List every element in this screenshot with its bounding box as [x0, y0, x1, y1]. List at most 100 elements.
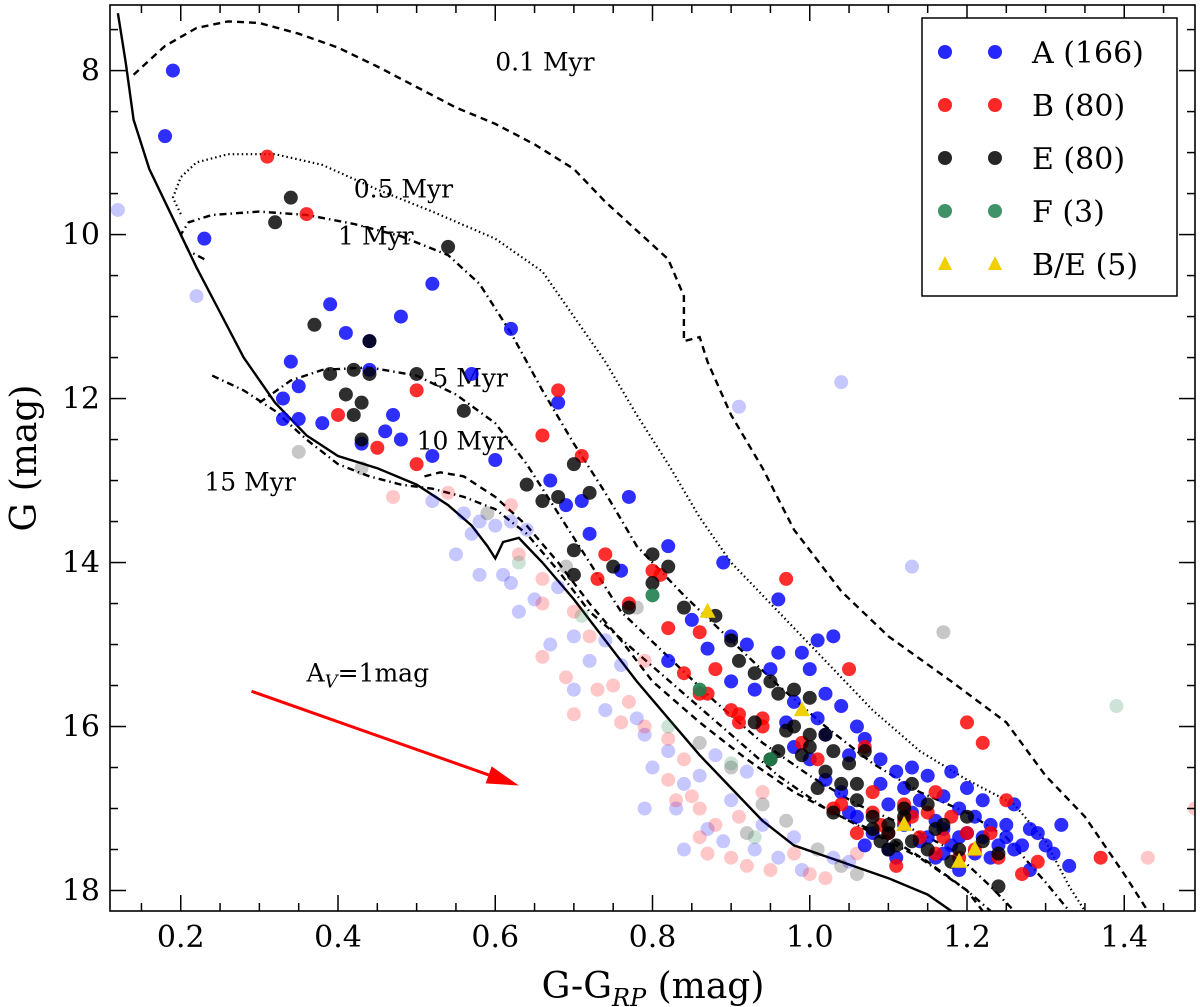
x-axis-title: G-GRP (mag) — [542, 966, 765, 1007]
point-7-12 — [739, 826, 754, 841]
point-2-28 — [724, 633, 739, 648]
point-0-48 — [889, 764, 904, 779]
point-2-51 — [975, 834, 990, 849]
point-2-18 — [566, 457, 581, 472]
point-0-7 — [503, 321, 518, 336]
point-5-24 — [637, 727, 652, 742]
point-1-7 — [535, 428, 550, 443]
point-2-65 — [889, 838, 904, 853]
point-2-40 — [842, 756, 857, 771]
point-7-13 — [849, 867, 864, 882]
point-5-25 — [661, 744, 676, 759]
x-tick-label: 0.2 — [157, 920, 205, 955]
point-2-13 — [456, 403, 471, 418]
point-6-3 — [535, 571, 550, 586]
point-8-1 — [574, 608, 589, 623]
point-7-10 — [834, 858, 849, 873]
legend-label-1: B (80) — [1032, 89, 1125, 124]
point-6-27 — [1140, 850, 1155, 865]
point-8-2 — [661, 719, 676, 734]
y-tick-label: 18 — [62, 874, 100, 909]
y-tick-label: 16 — [62, 710, 100, 745]
point-0-99 — [661, 653, 676, 668]
point-0-31 — [716, 555, 731, 570]
point-7-11 — [936, 625, 951, 640]
point-0-21 — [464, 366, 479, 381]
point-1-30 — [959, 715, 974, 730]
legend: A (166) B (80) E (80) F (3) B/E (5) — [921, 17, 1178, 297]
point-6-20 — [739, 858, 754, 873]
point-2-34 — [818, 727, 833, 742]
point-6-2 — [503, 498, 518, 513]
point-0-50 — [920, 768, 935, 783]
point-1-3 — [370, 440, 385, 455]
point-6-16 — [692, 801, 707, 816]
point-0-18 — [378, 424, 393, 439]
point-2-53 — [991, 879, 1006, 894]
point-6-17 — [708, 817, 723, 832]
point-6-4 — [535, 596, 550, 611]
legend-marker-4 — [988, 256, 1002, 270]
point-2-39 — [826, 744, 841, 759]
point-0-100 — [724, 674, 739, 689]
point-5-6 — [456, 506, 471, 521]
point-1-35 — [1093, 850, 1108, 865]
point-2-24 — [661, 559, 676, 574]
point-0-97 — [810, 711, 825, 726]
point-2-31 — [771, 686, 786, 701]
point-5-0 — [110, 202, 125, 217]
point-5-41 — [739, 764, 754, 779]
point-0-14 — [315, 416, 330, 431]
point-2-10 — [346, 407, 361, 422]
point-5-10 — [464, 526, 479, 541]
point-1-0 — [260, 149, 275, 164]
point-2-30 — [747, 666, 762, 681]
point-5-40 — [708, 748, 723, 763]
isochrone-label-0: 0.1 Myr — [495, 48, 594, 77]
legend-marker-0 — [988, 45, 1002, 59]
point-5-7 — [472, 514, 487, 529]
point-6-14 — [661, 772, 676, 787]
point-5-2 — [731, 399, 746, 414]
extinction-arrow-head — [485, 766, 519, 786]
point-4-1 — [793, 701, 810, 717]
point-5-46 — [676, 842, 691, 857]
point-2-56 — [881, 826, 896, 841]
point-5-27 — [676, 776, 691, 791]
point-2-6 — [362, 366, 377, 381]
point-2-23 — [645, 576, 660, 591]
point-2-9 — [354, 395, 369, 410]
point-4-3 — [951, 852, 968, 868]
point-2-3 — [307, 317, 322, 332]
point-5-23 — [629, 711, 644, 726]
point-2-73 — [952, 842, 967, 857]
legend-marker-1 — [988, 98, 1002, 112]
point-0-16 — [386, 407, 401, 422]
point-5-17 — [566, 629, 581, 644]
point-1-1 — [299, 207, 314, 222]
isochrone-4 — [211, 374, 992, 911]
point-2-42 — [849, 776, 864, 791]
point-5-13 — [472, 567, 487, 582]
point-0-60 — [1054, 817, 1069, 832]
x-axis-title-main: G-G — [542, 966, 612, 1007]
point-5-15 — [527, 592, 542, 607]
point-5-18 — [598, 633, 613, 648]
point-5-37 — [755, 817, 770, 832]
point-5-1 — [189, 289, 204, 304]
y-axis-title: G (mag) — [4, 385, 45, 532]
point-1-10 — [590, 571, 605, 586]
point-5-3 — [834, 375, 849, 390]
point-3-2 — [763, 752, 778, 767]
x-axis-title-unit: (mag) — [646, 966, 764, 1007]
point-0-13 — [275, 412, 290, 427]
point-2-21 — [606, 559, 621, 574]
point-6-0 — [441, 485, 456, 500]
data-points — [158, 63, 1108, 894]
point-2-11 — [354, 432, 369, 447]
point-6-7 — [590, 682, 605, 697]
faint-points — [110, 202, 1195, 886]
y-tick-label: 14 — [62, 546, 100, 581]
point-0-49 — [904, 760, 919, 775]
point-1-47 — [889, 858, 904, 873]
